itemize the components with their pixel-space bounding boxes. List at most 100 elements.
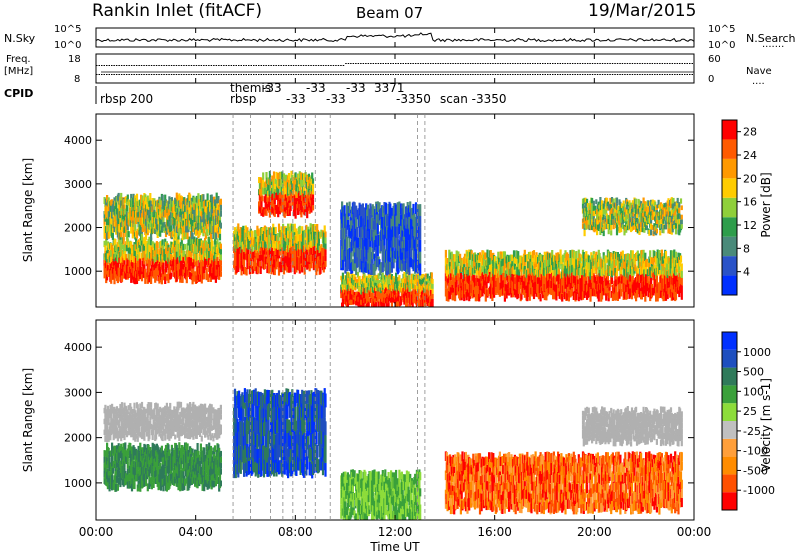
echo-cell (303, 203, 306, 210)
nave-point (629, 74, 631, 75)
echo-cell (169, 225, 173, 232)
nave-point (581, 74, 584, 75)
echo-cell (392, 258, 395, 269)
nave-point (482, 74, 484, 75)
nave-point (524, 74, 527, 75)
cpid-entry-themis: themis (230, 81, 271, 95)
echo-cell (631, 275, 634, 285)
echo-cell (296, 178, 299, 186)
echo-cell (356, 291, 359, 296)
echo-cell (195, 208, 198, 215)
echo-cell (414, 216, 417, 229)
echo-cell (193, 197, 196, 204)
freq-point (552, 63, 554, 64)
echo-cell (579, 257, 582, 265)
freq-point (664, 63, 666, 64)
echo-cell (493, 290, 496, 298)
freq-point (514, 63, 517, 64)
nave-point (96, 74, 98, 75)
echo-cell (238, 229, 241, 236)
echo-cell (458, 277, 461, 285)
echo-cell (219, 265, 222, 272)
echo-cell (218, 273, 221, 280)
echo-cell (370, 217, 374, 230)
nave-point (287, 74, 290, 75)
echo-cell (619, 282, 622, 290)
freq-point (392, 63, 394, 64)
echo-cell (566, 253, 570, 261)
echo-cell (237, 223, 240, 232)
echo-cell (307, 198, 310, 205)
echo-cell (490, 263, 493, 271)
echo-cell (257, 228, 260, 236)
nave-point (661, 74, 664, 75)
echo-cell (635, 290, 639, 298)
echo-cell (504, 277, 507, 285)
echo-cell (130, 216, 134, 223)
nave-point (549, 74, 551, 75)
echo-cell (260, 202, 263, 210)
freq-point (395, 63, 397, 64)
echo-cell (572, 250, 575, 259)
echo-cell (374, 282, 377, 288)
freq-point (322, 65, 325, 66)
nave-point (484, 74, 487, 75)
echo-cell (411, 301, 414, 307)
echo-cell (163, 249, 166, 255)
nave-point (347, 74, 350, 75)
freq-point (611, 63, 614, 64)
freq-point (248, 65, 250, 66)
nave-point (138, 74, 140, 75)
freq-point (614, 63, 616, 64)
nave-point (609, 74, 611, 75)
echo-cell (616, 252, 619, 261)
echo-cell (629, 260, 632, 268)
echo-cell (444, 249, 447, 258)
freq-point (245, 65, 247, 66)
freq-point (566, 63, 569, 64)
power-heatmap (103, 170, 683, 307)
freq-point (352, 63, 355, 64)
echo-cell (375, 302, 378, 307)
echo-cell (132, 193, 135, 201)
freq-point (367, 63, 370, 64)
echo-cell (376, 280, 379, 286)
nave-point (494, 74, 497, 75)
echo-cell (190, 266, 193, 274)
nave-point (616, 74, 619, 75)
nave-point (317, 74, 320, 75)
echo-cell (217, 210, 220, 217)
echo-cell (405, 240, 408, 252)
echo-cell (403, 260, 406, 271)
echo-cell (117, 192, 120, 201)
freq-point (312, 65, 315, 66)
freq-point (517, 63, 519, 64)
echo-cell (569, 258, 572, 266)
nave-label: Nave (746, 66, 772, 77)
nave-point (145, 74, 148, 75)
echo-cell (374, 229, 377, 241)
nave-point (297, 74, 300, 75)
freq-point (547, 63, 549, 64)
nave-point (98, 74, 100, 75)
echo-cell (160, 218, 163, 225)
echo-cell (486, 249, 489, 258)
nave-point (312, 74, 315, 75)
echo-cell (294, 211, 297, 219)
echo-cell (197, 193, 200, 201)
freq-point (621, 63, 624, 64)
freq-point (489, 63, 492, 64)
echo-cell (479, 289, 482, 297)
freq-point (462, 63, 464, 64)
echo-cell (311, 199, 315, 206)
echo-cell (593, 282, 596, 290)
echo-cell (122, 233, 125, 240)
echo-cell (598, 286, 601, 294)
echo-cell (306, 249, 309, 257)
echo-cell (559, 249, 562, 258)
echo-cell (112, 200, 115, 207)
freq-point (220, 65, 223, 66)
echo-cell (363, 208, 366, 219)
echo-cell (580, 263, 583, 271)
